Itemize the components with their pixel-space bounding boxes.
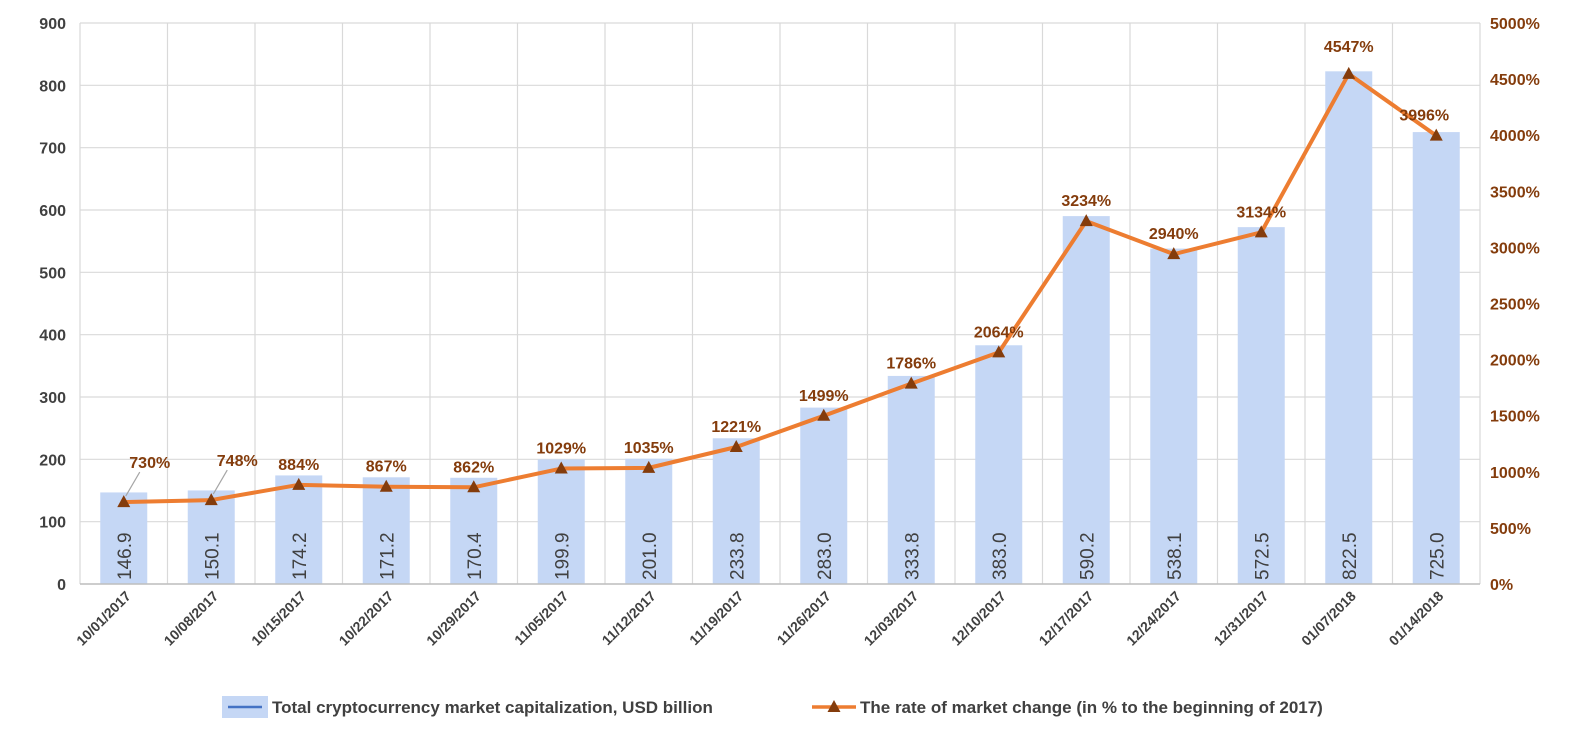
y-right-tick-label: 4000% [1490,128,1540,145]
y-left-tick-label: 600 [39,203,66,220]
y-left-tick-label: 100 [39,515,66,532]
triangle-marker [729,440,743,453]
bar-value-label: 572.5 [1252,532,1273,580]
bar-value-label: 146.9 [115,532,136,580]
triangle-marker [379,479,393,492]
legend-triangle-marker [827,700,841,712]
line-value-label: 748% [217,453,258,470]
label-leader-line [125,471,141,497]
bar [100,492,148,584]
line-value-label: 862% [453,459,494,476]
bar-value-label: 725.0 [1427,532,1448,580]
line-series [117,66,1443,508]
line-value-label: 730% [129,455,170,472]
triangle-marker [204,493,218,506]
bar [450,477,498,584]
bar [187,490,235,584]
label-leader-line [212,469,228,495]
y-left-tick-label: 800 [39,78,66,95]
series-line [123,71,1438,505]
bar-value-label: 333.8 [902,532,923,580]
triangle-marker [467,480,481,493]
legend-bar-label: Total cryptocurrency market capitalizati… [272,698,713,717]
legend: Total cryptocurrency market capitalizati… [222,696,1323,718]
bar-value-label: 822.5 [1340,532,1361,580]
y-left-tick-label: 400 [39,328,66,345]
bar-value-label: 590.2 [1077,532,1098,580]
bar-value-label: 201.0 [640,532,661,580]
line-value-label: 2940% [1149,226,1199,243]
y-left-tick-label: 300 [39,390,66,407]
y-right-tick-label: 3500% [1490,184,1540,201]
y-left-tick-label: 200 [39,452,66,469]
y-right-tick-label: 3000% [1490,240,1540,257]
line-value-label: 3996% [1399,108,1449,125]
y-right-tick-label: 2500% [1490,297,1540,314]
triangle-marker [554,461,568,474]
line-value-label: 1029% [536,441,586,458]
y-right-tick-label: 1500% [1490,409,1540,426]
y-right-tick-label: 1000% [1490,465,1540,482]
triangle-marker [817,408,831,421]
y-left-tick-label: 900 [39,16,66,33]
bar-value-label: 233.8 [727,532,748,580]
line-value-label: 867% [366,459,407,476]
y-left-tick-label: 500 [39,265,66,282]
bar-value-label: 171.2 [377,532,398,580]
line-value-label: 1221% [711,419,761,436]
bar-value-label: 383.0 [990,532,1011,580]
bar [887,375,935,584]
bar [625,458,673,584]
y-left-tick-label: 0 [57,577,66,594]
triangle-marker [117,495,131,508]
y-right-tick-label: 5000% [1490,16,1540,33]
bar [712,438,760,584]
gridlines [79,22,1481,585]
triangle-marker [904,376,918,389]
y-left-tick-label: 700 [39,141,66,158]
triangle-marker [1254,225,1268,238]
bar [975,345,1023,584]
line-value-label: 1786% [886,356,936,373]
bar-series [100,71,1460,585]
data-labels: 146.9 150.1 174.2 171.2 170.4 199.9 201.0 233.8… [115,39,1449,580]
bar [1062,216,1110,584]
bar-value-label: 170.4 [465,532,486,580]
bar [1325,71,1373,584]
line-value-label: 1499% [799,388,849,405]
bar-value-label: 199.9 [552,532,573,580]
bar [1150,248,1198,584]
line-value-label: 3234% [1061,193,1111,210]
bar-value-label: 538.1 [1165,532,1186,580]
y-right-tick-label: 500% [1490,521,1531,538]
triangle-marker [1342,66,1356,79]
legend-line-label: The rate of market change (in % to the b… [860,698,1323,717]
triangle-marker [1167,247,1181,260]
y-right-tick-label: 4500% [1490,72,1540,89]
y-right-tick-label: 0% [1490,577,1513,594]
bar [1237,227,1285,584]
bar-value-label: 283.0 [815,532,836,580]
y-right-tick-label: 2000% [1490,353,1540,370]
triangle-marker [992,345,1006,358]
triangle-marker [642,460,656,473]
triangle-marker [1079,214,1093,227]
line-value-label: 1035% [624,440,674,457]
bar [800,407,848,584]
bar [275,475,323,584]
line-value-label: 4547% [1324,39,1374,56]
bar [362,477,410,584]
bar [537,459,585,584]
bar-value-label: 174.2 [290,532,311,580]
line-value-label: 3134% [1236,204,1286,221]
bar [1412,132,1460,585]
triangle-marker [1429,128,1443,141]
line-value-label: 2064% [974,324,1024,341]
triangle-marker [292,477,306,490]
line-value-label: 884% [278,457,319,474]
bar-value-label: 150.1 [202,532,223,580]
